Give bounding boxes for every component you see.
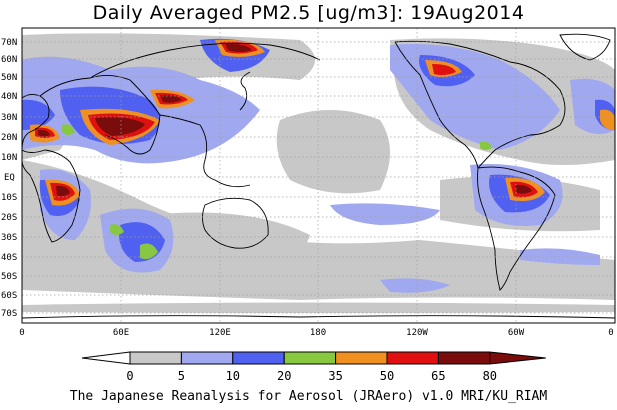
- colorbar-segment: [335, 351, 388, 365]
- colorbar-arrow-low: [81, 351, 131, 365]
- colorbar-segment: [386, 351, 439, 365]
- colorbar-label: 5: [178, 369, 185, 383]
- lat-label: 40S: [1, 253, 17, 263]
- lon-label: 120E: [209, 328, 231, 338]
- colorbar-segment: [232, 351, 285, 365]
- lat-label: 70S: [1, 309, 17, 319]
- colorbar-segment: [129, 351, 182, 365]
- lon-label: 60W: [508, 328, 525, 338]
- lat-label: 50N: [1, 73, 17, 83]
- colorbar-segment: [283, 351, 337, 365]
- colorbar-label: 80: [483, 369, 497, 383]
- credit-line: The Japanese Reanalysis for Aerosol (JRA…: [69, 389, 548, 404]
- map-title: Daily Averaged PM2.5 [ug/m3]: 19Aug2014: [92, 2, 525, 24]
- colorbar-label: 35: [328, 369, 342, 383]
- lat-label: 20N: [1, 133, 17, 143]
- colorbar-label: 10: [226, 369, 240, 383]
- lat-label: 20S: [1, 213, 17, 223]
- lon-axis: 0 60E 120E 180 120W 60W 0: [19, 328, 613, 338]
- lat-label: 10S: [1, 193, 17, 203]
- colorbar-segment: [437, 351, 491, 365]
- colorbar-label: 0: [126, 369, 133, 383]
- gridlines: [22, 28, 615, 323]
- lat-label: 70N: [1, 38, 17, 48]
- colorbar-segment: [180, 351, 234, 365]
- field-35-50: [62, 124, 492, 260]
- lon-label: 180: [310, 328, 326, 338]
- colorbar-label: 65: [431, 369, 445, 383]
- lat-label: 30S: [1, 233, 17, 243]
- lat-label: 10N: [1, 153, 17, 163]
- lat-label: 60N: [1, 55, 17, 65]
- lat-axis: 70N 60N 50N 40N 30N 20N 10N EQ 10S 20S 3…: [1, 38, 17, 319]
- lon-label: 0: [608, 328, 613, 338]
- field-over-80: [38, 43, 532, 197]
- lat-label: 60S: [1, 291, 17, 301]
- colorbar-label: 50: [380, 369, 394, 383]
- lon-label: 60E: [113, 328, 129, 338]
- lon-label: 120W: [406, 328, 428, 338]
- lat-label: EQ: [4, 173, 15, 183]
- lat-label: 40N: [1, 92, 17, 102]
- map-frame: [21, 27, 616, 324]
- lon-label: 0: [19, 328, 24, 338]
- colorbar-label: 20: [277, 369, 291, 383]
- colorbar-arrow-high: [489, 351, 546, 365]
- lat-label: 30N: [1, 113, 17, 123]
- map-panel: [21, 27, 616, 324]
- lat-label: 50S: [1, 272, 17, 282]
- colorbar: 0 5 10 20 35 50 65 80: [81, 351, 546, 383]
